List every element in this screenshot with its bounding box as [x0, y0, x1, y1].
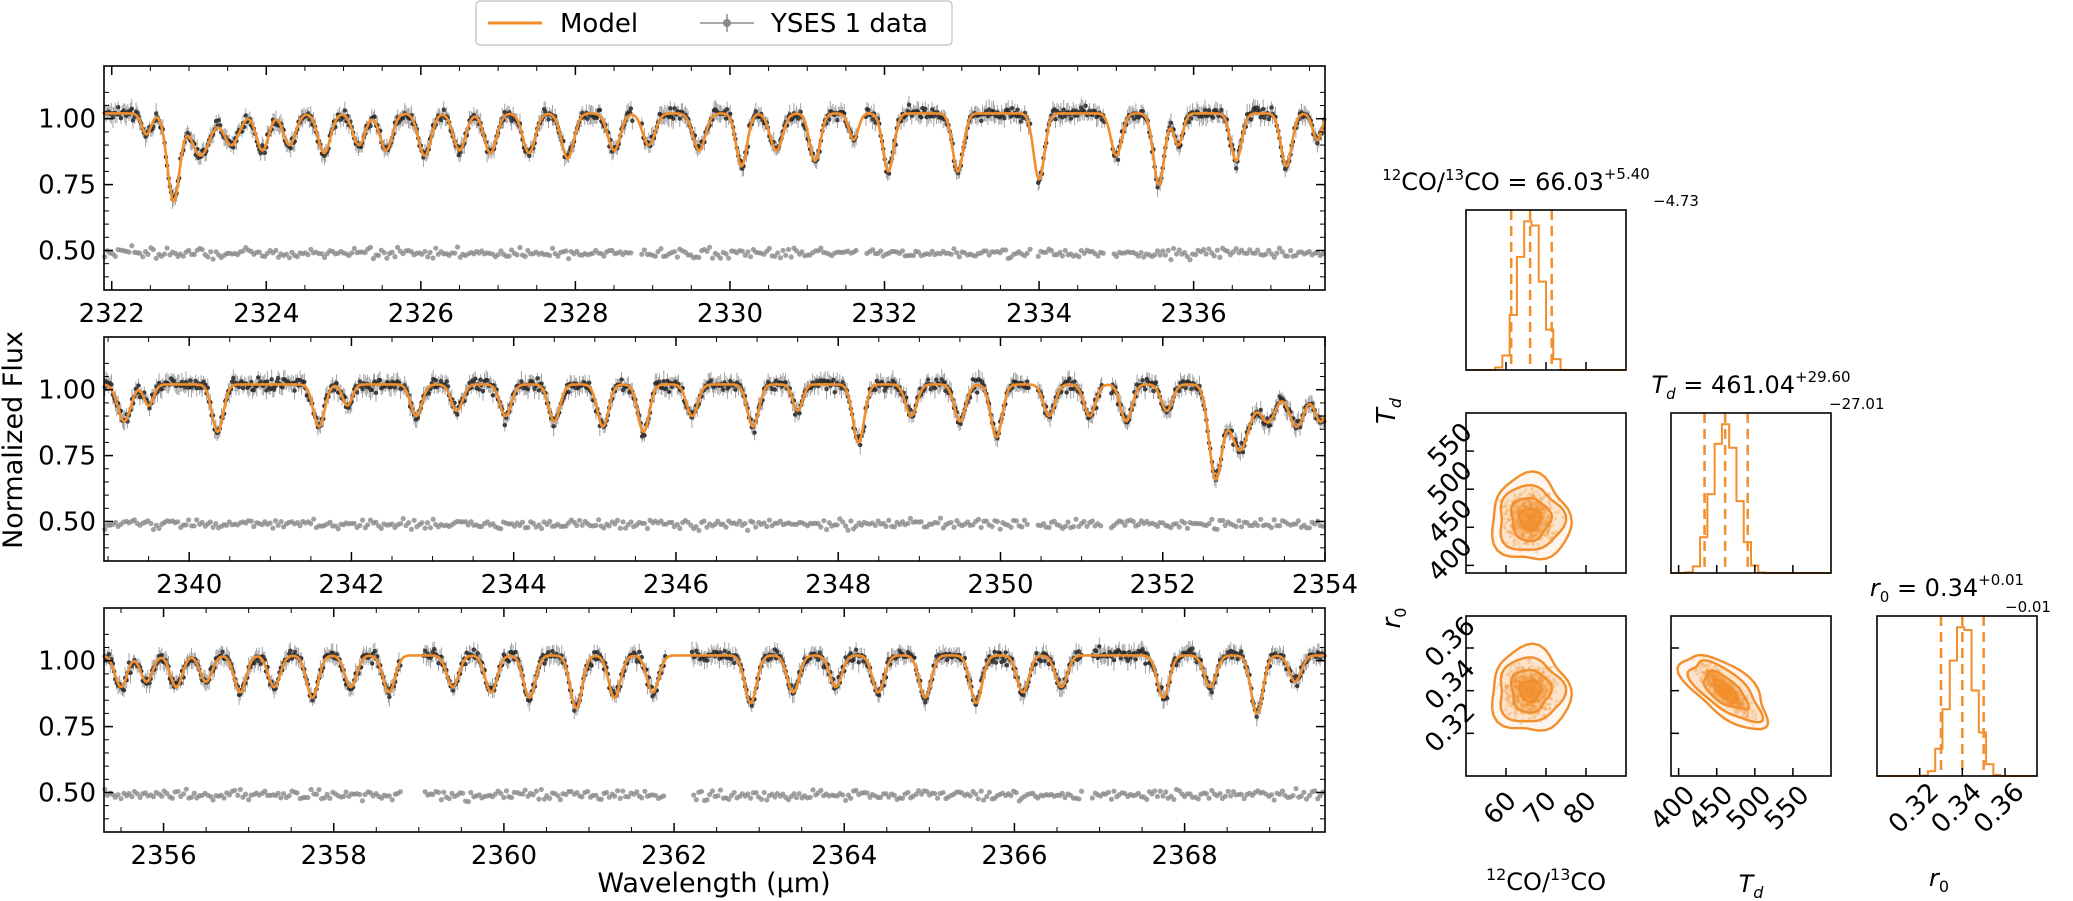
- x-tick-label: 2350: [967, 570, 1033, 600]
- x-tick-label: 2366: [981, 841, 1047, 871]
- x-tick-label: 2346: [643, 570, 709, 600]
- model-spectrum-line: [104, 112, 1327, 203]
- y-tick-label: 1.00: [38, 376, 96, 406]
- y-tick-label: 1.00: [38, 647, 96, 677]
- x-tick-label: 2360: [471, 841, 537, 871]
- x-tick-label: 2354: [1292, 570, 1358, 600]
- model-spectrum-line: [103, 654, 1325, 715]
- x-tick-label: 2324: [233, 299, 299, 329]
- corner-xlabel-co-ratio: 12CO/13CO: [1486, 865, 1606, 896]
- x-tick-label: 2368: [1152, 841, 1218, 871]
- x-tick-label: 2336: [1161, 299, 1227, 329]
- corner-title-co-ratio: 12CO/13CO = 66.03+5.40: [1382, 165, 1650, 196]
- histogram-frame: [1876, 615, 2038, 777]
- panel-frame: [103, 336, 1326, 562]
- x-tick-label: 2322: [79, 299, 145, 329]
- x-tick-label: 2344: [481, 570, 547, 600]
- y-tick-label: 0.50: [38, 507, 96, 537]
- corner-title-td: Td = 461.04+29.60: [1651, 368, 1850, 403]
- x-tick-label: 2342: [318, 570, 384, 600]
- corner-ylabel-td: Td: [1372, 397, 1405, 424]
- corner-x-tick-label: 70: [1518, 786, 1563, 831]
- corner-title-r0-lower: −0.01: [2005, 598, 2051, 616]
- corner-xlabel-td: Td: [1739, 870, 1765, 901]
- x-tick-label: 2332: [851, 299, 917, 329]
- corner-title-td-lower: −27.01: [1829, 395, 1885, 413]
- scatter-frame: [1670, 615, 1832, 777]
- x-tick-label: 2362: [641, 841, 707, 871]
- corner-xlabel-r0: r0: [1929, 864, 1949, 896]
- legend-data-marker: [723, 19, 731, 27]
- observed-data-points: [102, 375, 1327, 483]
- x-axis-label: Wavelength (μm): [597, 868, 830, 899]
- corner-title-co-ratio-lower: −4.73: [1653, 192, 1699, 210]
- observed-error-bars: [104, 637, 1325, 727]
- corner-x-tick-label: 60: [1478, 786, 1523, 831]
- x-tick-label: 2348: [805, 570, 871, 600]
- panel-frame: [103, 65, 1326, 291]
- x-tick-label: 2328: [542, 299, 608, 329]
- panel-frame: [103, 607, 1326, 833]
- x-tick-label: 2364: [811, 841, 877, 871]
- y-tick-label: 0.75: [38, 442, 96, 472]
- corner-x-tick-label: 80: [1558, 786, 1603, 831]
- density-contour: [1712, 678, 1739, 702]
- x-tick-label: 2356: [130, 841, 196, 871]
- corner-y-tick-label: 550: [1422, 417, 1478, 473]
- x-tick-label: 2352: [1130, 570, 1196, 600]
- posterior-histogram: [1671, 423, 1831, 574]
- corner-x-tick-label: 550: [1759, 780, 1815, 836]
- residual-points: [102, 785, 1326, 805]
- posterior-histogram: [1877, 626, 2037, 777]
- residual-points: [102, 243, 1326, 263]
- posterior-histogram: [1466, 220, 1626, 371]
- residual-points: [102, 515, 1326, 534]
- spectrum-panel-3: 2356 2358 2360 2362 2364 2366 2368 0.50 0.75 1.00: [38, 607, 1327, 871]
- model-spectrum-line: [103, 383, 1327, 482]
- spectrum-panel-1: 2322 2324 2326 2328 2330 2332 2334 2336 0.50 0.75…: [38, 65, 1327, 329]
- x-tick-label: 2334: [1006, 299, 1072, 329]
- spectrum-panel-2: 2340 2342 2344 2346 2348 2350 2352 2354 0.50 0.75…: [38, 336, 1358, 600]
- y-axis-label: Normalized Flux: [0, 331, 29, 549]
- histogram-frame: [1670, 412, 1832, 574]
- y-tick-label: 1.00: [38, 105, 96, 135]
- legend: Model YSES 1 data: [475, 0, 953, 46]
- density-contour: [1517, 679, 1543, 704]
- y-tick-label: 0.75: [38, 171, 96, 201]
- density-contour: [1517, 507, 1543, 532]
- y-tick-label: 0.50: [38, 778, 96, 808]
- corner-title-r0: r0 = 0.34+0.01: [1870, 571, 2024, 606]
- legend-model-label: Model: [560, 9, 638, 39]
- x-tick-label: 2326: [388, 299, 454, 329]
- corner-ylabel-r0: r0: [1377, 608, 1410, 629]
- corner-x-tick-label: 0.36: [1968, 777, 2030, 839]
- y-tick-label: 0.75: [38, 713, 96, 743]
- legend-data-label: YSES 1 data: [770, 9, 928, 39]
- x-tick-label: 2330: [697, 299, 763, 329]
- x-tick-label: 2358: [301, 841, 367, 871]
- x-tick-label: 2340: [156, 570, 222, 600]
- y-tick-label: 0.50: [38, 236, 96, 266]
